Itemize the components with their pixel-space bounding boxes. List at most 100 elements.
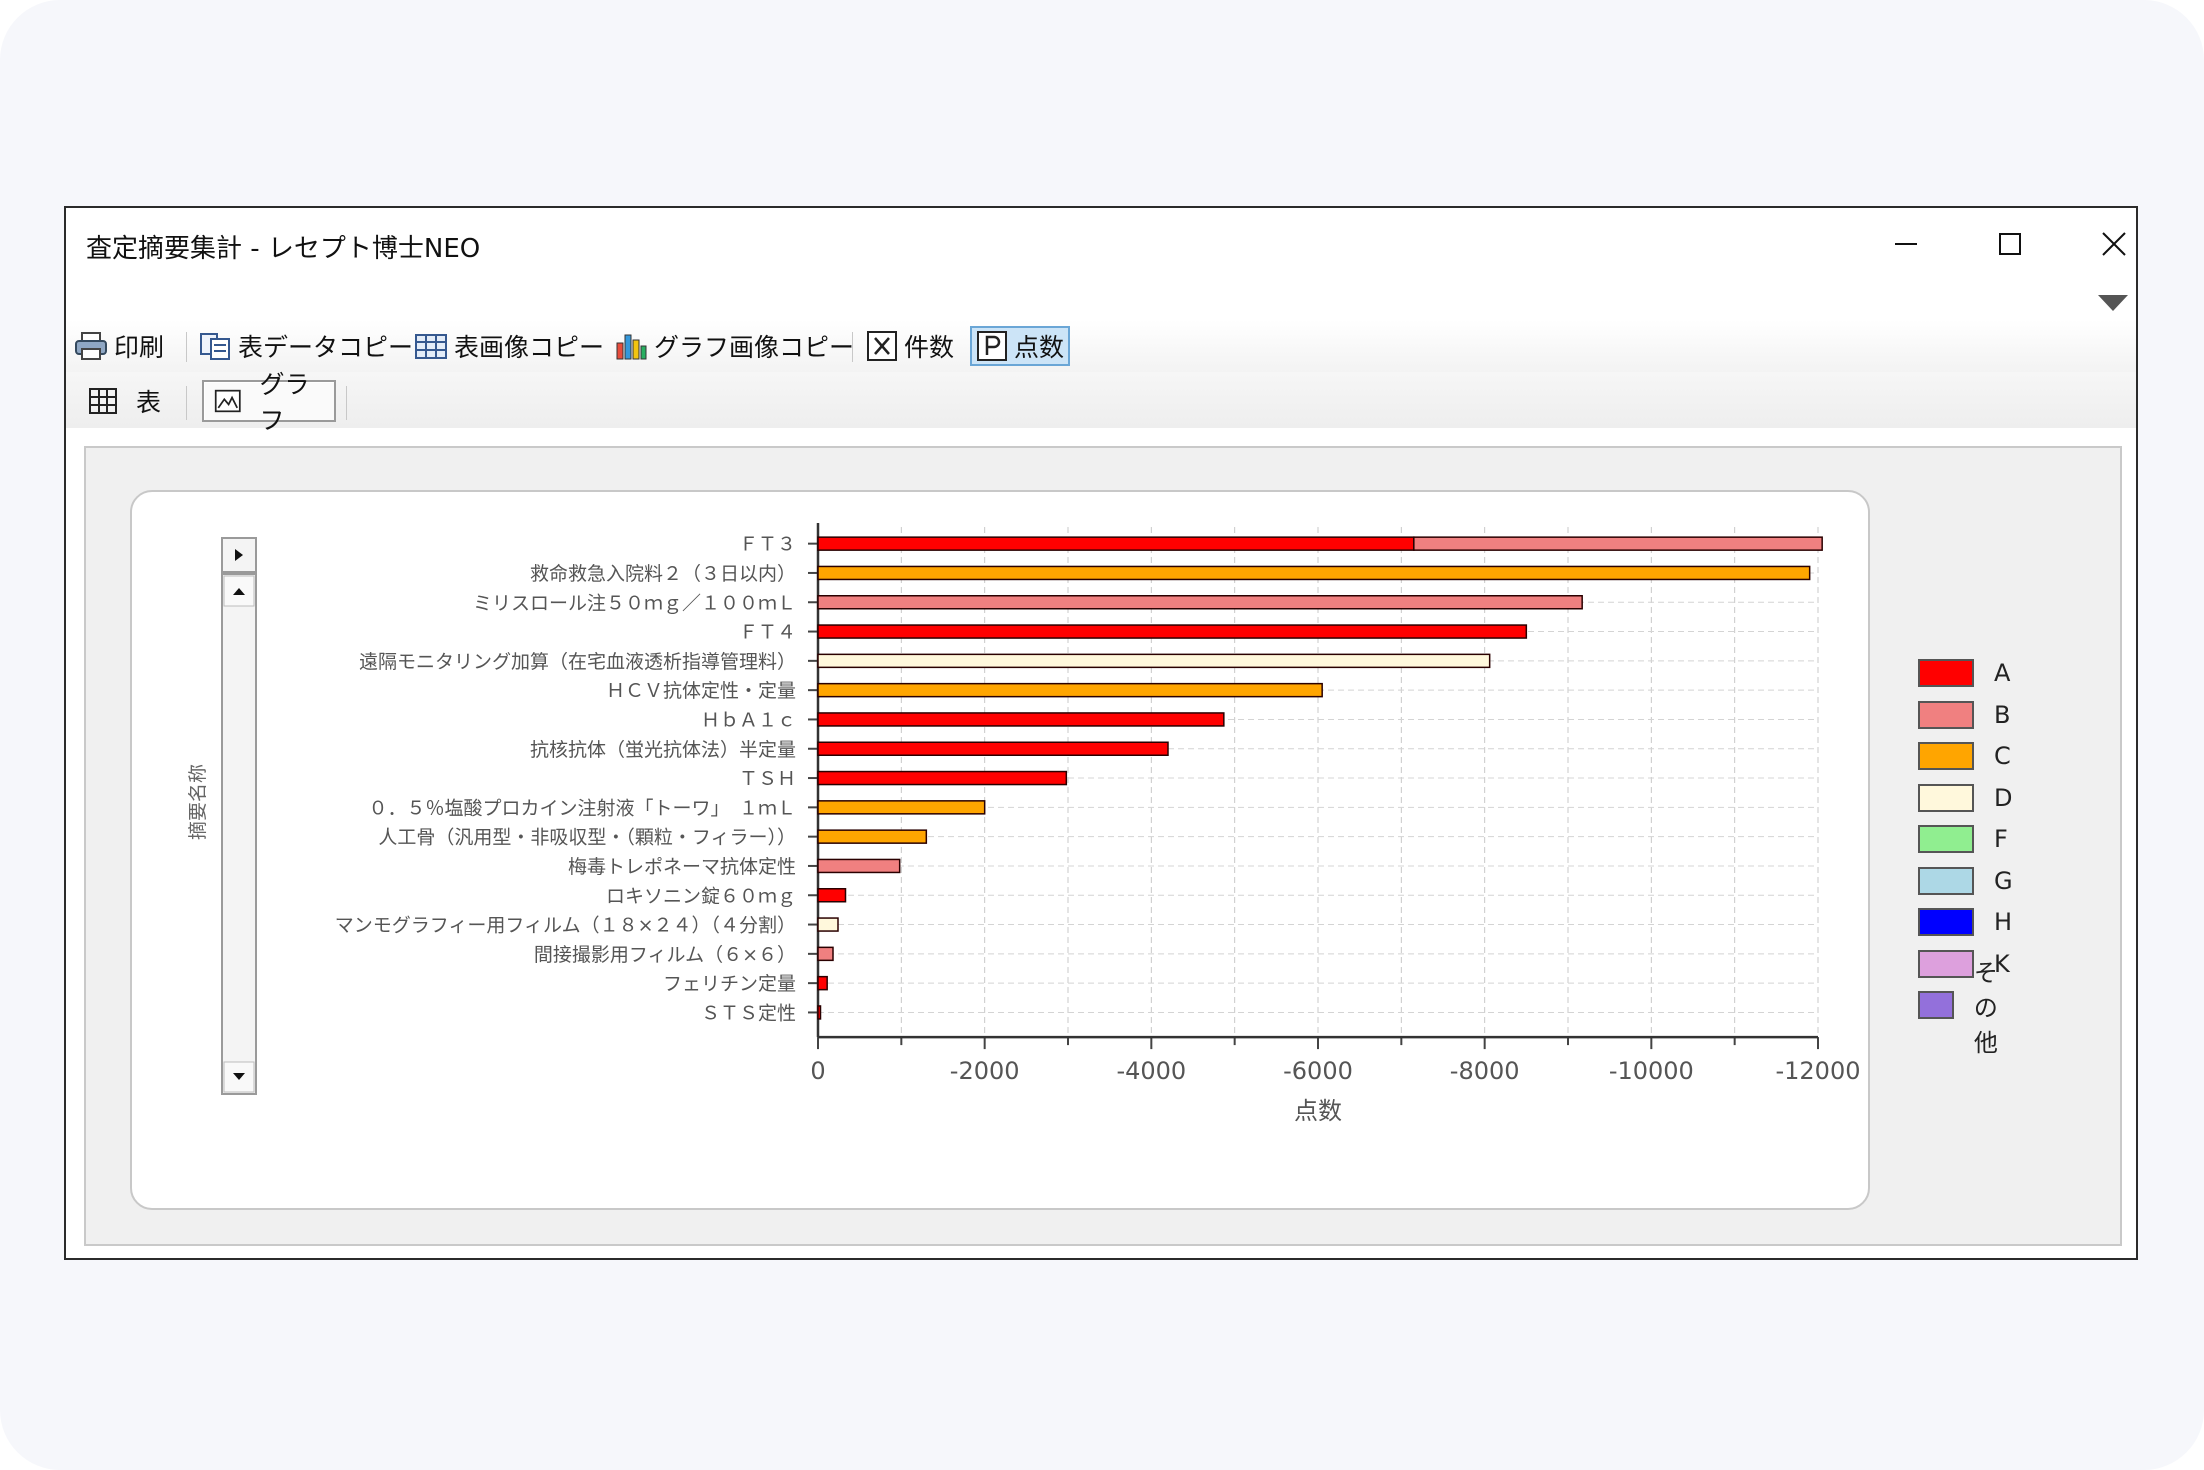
view-separator — [186, 386, 187, 420]
bar-A — [817, 975, 828, 991]
view-separator — [346, 386, 347, 420]
toolbar-separator — [852, 332, 853, 362]
x-tick-label: -6000 — [1283, 1057, 1353, 1085]
legend-item: F — [1918, 824, 2008, 854]
legend-swatch — [1918, 991, 1954, 1019]
bar-chart: 摘要名称 0 -2000 -4000 -6000 -8000 -10000 -12000 点数 Ｆ… — [187, 523, 1861, 1125]
legend-swatch — [1918, 742, 1974, 770]
toolbar-separator — [186, 332, 187, 362]
category-label: フェリチン定量 — [663, 973, 796, 995]
tab-graph-label: グラフ — [259, 370, 310, 435]
legend-item: A — [1918, 658, 2010, 688]
y-axis-title: 摘要名称 — [187, 764, 209, 840]
legend-swatch — [1918, 700, 1974, 729]
tab-table[interactable]: 表 — [78, 380, 171, 422]
x-tick-label: -2000 — [950, 1057, 1020, 1085]
count-toggle-button[interactable]: 件数 — [862, 326, 958, 366]
legend-swatch — [1918, 908, 1974, 936]
tab-graph[interactable]: グラフ — [202, 370, 336, 435]
legend-item: B — [1918, 700, 2010, 730]
category-label: ミリスロール注５０ｍｇ／１００ｍＬ — [473, 592, 796, 614]
count-label: 件数 — [904, 333, 955, 362]
bar-A — [817, 888, 847, 903]
grid-icon — [89, 388, 117, 414]
bar-D — [817, 653, 1491, 669]
bar-B — [817, 595, 1583, 610]
category-label: ロキソニン錠６０ｍｇ — [606, 885, 796, 907]
bar-B — [1413, 536, 1823, 551]
minimize-button[interactable] — [1876, 222, 1936, 266]
bar-C — [817, 829, 928, 844]
window-title: 査定摘要集計 - レセプト博士NEO — [86, 234, 481, 264]
bar-A — [817, 712, 1225, 727]
collapse-triangle-icon[interactable] — [2096, 292, 2130, 314]
legend-label: A — [1994, 659, 2011, 687]
bar-chart-icon — [616, 334, 647, 360]
table-image-copy-button[interactable]: 表画像コピー — [410, 326, 608, 366]
app-window: 査定摘要集計 - レセプト博士NEO 印刷 — [64, 206, 2138, 1260]
legend-label: その他 — [1973, 958, 1998, 1057]
legend-label: K — [1994, 949, 2010, 978]
table-data-copy-label: 表データコピー — [238, 333, 414, 362]
legend-label: D — [1994, 783, 2013, 812]
printer-icon — [75, 332, 107, 360]
graph-content-area: 摘要名称 0 -2000 -4000 -6000 -8000 -10000 -12000 点数 Ｆ… — [84, 446, 2122, 1246]
category-label: ＨｂＡ１ｃ — [701, 709, 796, 731]
legend-label: H — [1994, 908, 2013, 936]
legend-item: C — [1918, 741, 2011, 771]
legend-item: G — [1918, 866, 2013, 896]
p-box-icon — [977, 331, 1007, 361]
minimize-icon — [1895, 243, 1917, 245]
bar-B — [817, 946, 834, 962]
bar-A — [817, 770, 1068, 786]
category-label: 間接撮影用フィルム（６×６） — [534, 944, 796, 966]
maximize-button[interactable] — [1980, 222, 2040, 266]
points-toggle-button[interactable]: 点数 — [970, 326, 1071, 366]
category-label: 梅毒トレポネーマ抗体定性 — [568, 856, 796, 878]
x-box-icon — [867, 331, 897, 361]
legend-label: B — [1994, 700, 2011, 729]
close-button[interactable] — [2084, 222, 2144, 266]
bar-C — [817, 565, 1811, 581]
category-label: 人工骨（汎用型・非吸収型・（顆粒・フィラー）） — [378, 827, 796, 849]
legend-item: H — [1918, 907, 2012, 937]
legend-item: K — [1918, 949, 2010, 979]
x-axis-title: 点数 — [1294, 1097, 1342, 1125]
legend-item: その他 — [1918, 959, 2018, 1057]
legend-label: C — [1994, 742, 2011, 770]
graph-image-copy-button[interactable]: グラフ画像コピー — [610, 326, 858, 366]
print-button[interactable]: 印刷 — [70, 326, 168, 366]
bar-A — [817, 536, 1415, 551]
bar-A — [817, 624, 1528, 639]
x-tick-label: -8000 — [1450, 1057, 1520, 1085]
table-icon — [415, 334, 447, 359]
legend-item: D — [1918, 783, 2012, 813]
image-icon — [214, 389, 241, 413]
chevron-right-icon — [235, 549, 243, 561]
bar-A — [817, 1005, 822, 1020]
x-tick-label: 0 — [810, 1057, 825, 1085]
points-label: 点数 — [1014, 333, 1065, 362]
table-data-copy-button[interactable]: 表データコピー — [194, 326, 417, 366]
x-tick-label: -12000 — [1775, 1057, 1860, 1085]
legend-swatch — [1918, 783, 1974, 812]
copy-icon — [200, 333, 230, 360]
bar-C — [817, 682, 1323, 698]
category-label: ＨＣＶ抗体定性・定量 — [606, 680, 796, 702]
chevron-down-icon — [233, 1073, 245, 1080]
category-label: ＴＳＨ — [739, 768, 796, 790]
category-label: 救命救急入院料２（３日以内） — [530, 563, 796, 585]
bar-A — [817, 741, 1169, 756]
category-label: ＦＴ４ — [739, 622, 796, 644]
chevron-up-icon — [233, 588, 245, 595]
category-label: 遠隔モニタリング加算（在宅血液透析指導管理料） — [359, 651, 796, 673]
category-label: ＦＴ３ — [739, 534, 796, 556]
x-tick-label: -10000 — [1609, 1057, 1694, 1085]
vertical-scrollbar — [221, 573, 257, 1095]
bar-C — [817, 800, 986, 815]
legend-swatch — [1918, 825, 1974, 853]
plot-panel: 摘要名称 0 -2000 -4000 -6000 -8000 -10000 -12000 点数 Ｆ… — [130, 490, 1870, 1210]
table-image-copy-label: 表画像コピー — [454, 333, 605, 362]
toolbar: 印刷 表データコピー 表画像 — [66, 320, 2136, 372]
